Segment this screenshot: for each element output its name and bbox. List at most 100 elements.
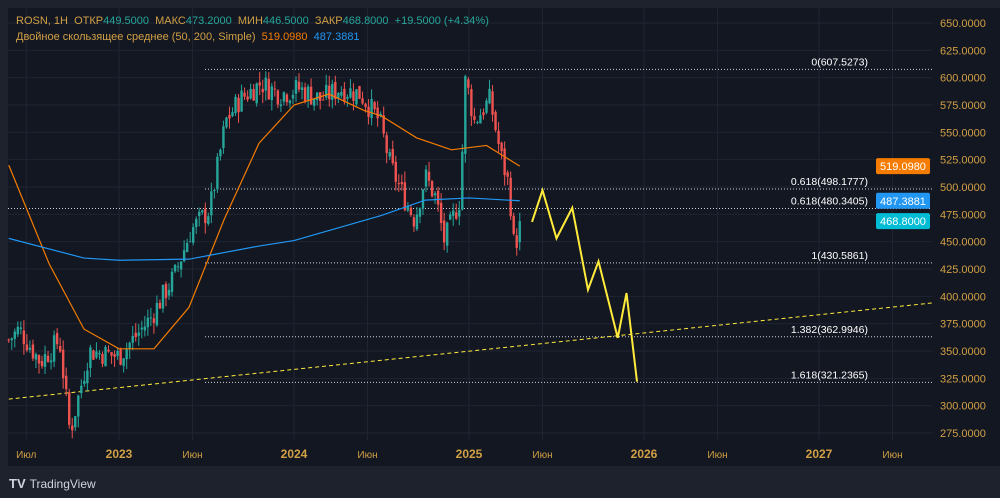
fib-level-label: 1.618(321.2365): [791, 369, 868, 381]
candle-body: [479, 115, 482, 124]
y-tick-label: 500.0000: [940, 182, 986, 194]
candle-body: [89, 347, 92, 369]
candle-body: [61, 349, 65, 379]
candle-body: [340, 91, 343, 96]
candle-body: [512, 215, 515, 234]
candle-body: [25, 344, 29, 351]
candle-body: [228, 114, 231, 119]
candle-body: [325, 84, 328, 98]
tradingview-icon: TV: [9, 476, 26, 491]
candle-body: [167, 289, 171, 296]
candle-body: [252, 89, 255, 101]
candle-body: [246, 96, 249, 100]
candle-body: [470, 89, 473, 117]
candle-body: [436, 190, 440, 205]
candle-body: [488, 88, 491, 104]
candle-body: [173, 264, 177, 272]
candle-body: [240, 90, 243, 112]
candle-body: [119, 348, 122, 365]
candle-body: [291, 94, 295, 99]
candle-body: [485, 100, 488, 113]
candle-body: [255, 83, 258, 104]
candle-body: [243, 92, 246, 97]
y-tick-label: 650.0000: [940, 18, 986, 30]
y-tick-label: 525.0000: [940, 155, 986, 167]
fib-level-label: 0.618(480.3405): [791, 195, 868, 207]
candle-body: [279, 104, 283, 107]
candle-body: [185, 243, 189, 252]
candle-body: [149, 317, 153, 319]
candle-body: [449, 214, 452, 220]
high-value: 473.2000: [185, 15, 232, 27]
indicator-legend[interactable]: Двойное скользящее среднее (50, 200, Sim…: [16, 31, 360, 43]
candle-body: [86, 370, 89, 384]
y-tick-label: 575.0000: [940, 100, 986, 112]
candle-body: [28, 347, 32, 350]
x-tick-label: 2026: [631, 447, 658, 461]
candle-body: [46, 355, 50, 362]
candle-body: [116, 350, 119, 356]
candle-body: [491, 91, 494, 115]
candle-body: [312, 98, 316, 106]
candle-body: [397, 183, 401, 185]
candle-body: [500, 142, 503, 152]
candle-body: [122, 358, 125, 366]
candle-body: [288, 100, 292, 104]
ma-50-line: [8, 93, 521, 350]
candle-body: [273, 88, 277, 90]
candle-body: [179, 261, 183, 270]
candle-body: [213, 190, 216, 192]
candle-body: [68, 392, 71, 425]
candle-body: [328, 85, 331, 100]
candle-body: [64, 375, 68, 390]
candle-body: [430, 180, 434, 197]
candle-body: [104, 346, 107, 367]
candle-body: [107, 349, 110, 352]
candle-body: [379, 113, 382, 116]
candle-body: [146, 317, 150, 328]
candle-body: [95, 351, 98, 358]
low-label: МИН: [237, 15, 263, 27]
candle-body: [13, 331, 16, 339]
candle-body: [134, 332, 137, 338]
ma-fast-value: 519.0980: [261, 31, 308, 43]
candle-body: [282, 92, 286, 102]
candle-body: [137, 332, 140, 336]
candle-body: [473, 116, 476, 120]
candle-body: [58, 345, 62, 352]
price-tag: [876, 158, 930, 175]
tradingview-logo[interactable]: TV TradingView: [9, 476, 96, 491]
candle-body: [195, 218, 198, 228]
candle-body: [37, 355, 41, 364]
candle-body: [506, 172, 509, 177]
candle-body: [400, 182, 404, 185]
candle-body: [22, 330, 26, 345]
price-tag: [876, 213, 930, 230]
candle-body: [303, 87, 307, 102]
candle-body: [300, 87, 304, 90]
candle-body: [409, 207, 413, 216]
candle-body: [461, 151, 464, 210]
candle-body: [455, 212, 458, 219]
candle-body: [43, 354, 47, 367]
candle-body: [388, 152, 391, 157]
candle-body: [382, 115, 385, 134]
candle-body: [83, 380, 86, 384]
candle-body: [191, 227, 195, 243]
candle-body: [391, 148, 394, 164]
candle-body: [294, 80, 298, 94]
candle-body: [231, 112, 234, 117]
candle-body: [98, 353, 101, 355]
candle-body: [158, 302, 162, 309]
candle-body: [427, 171, 431, 181]
candle-body: [394, 161, 397, 182]
candle-body: [19, 327, 23, 330]
candle-body: [52, 335, 56, 362]
candle-body: [128, 342, 131, 350]
candle-body: [264, 77, 267, 91]
candle-body: [198, 211, 201, 216]
candle-body: [170, 271, 174, 292]
candle-body: [445, 222, 449, 246]
